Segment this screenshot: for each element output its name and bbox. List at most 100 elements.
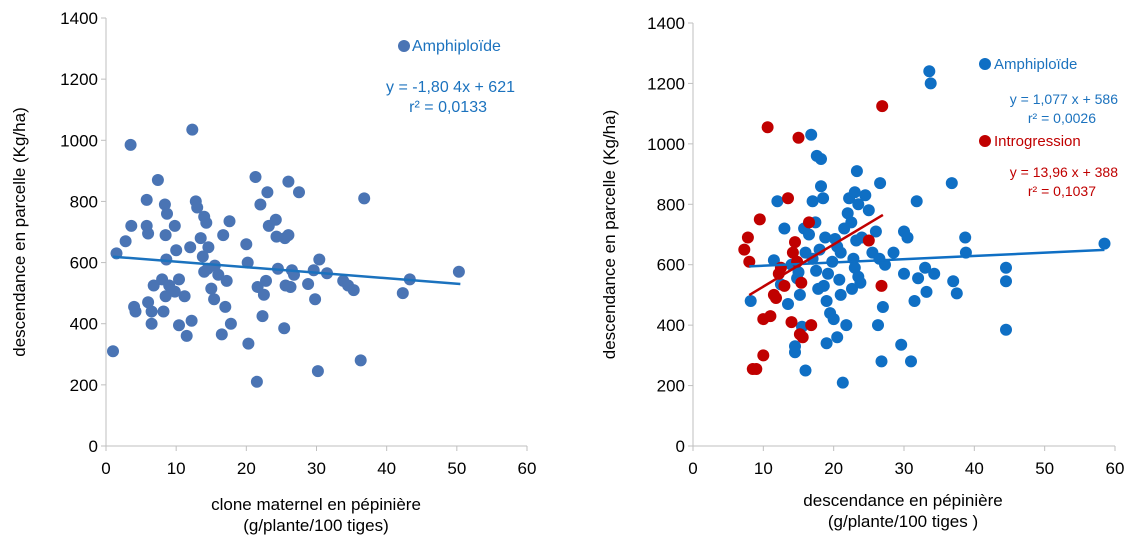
- data-point: [959, 231, 972, 244]
- data-point: [815, 180, 827, 193]
- data-point: [302, 278, 315, 290]
- data-point: [241, 256, 254, 269]
- data-point: [901, 231, 914, 244]
- data-point: [820, 295, 833, 307]
- data-point: [1000, 323, 1012, 336]
- data-point: [813, 243, 826, 256]
- legend-label: Amphiploïde: [994, 56, 1077, 73]
- data-point: [785, 316, 798, 329]
- x-tick-label: 60: [1106, 459, 1125, 478]
- legend-marker: [979, 58, 991, 70]
- series-amphiploïde: [107, 123, 465, 388]
- data-point: [311, 365, 324, 378]
- data-point: [278, 322, 291, 335]
- data-point: [180, 329, 193, 342]
- data-point: [240, 238, 253, 251]
- data-point: [307, 264, 320, 277]
- data-point: [358, 192, 371, 205]
- data-point: [782, 192, 794, 205]
- data-point: [789, 236, 801, 249]
- data-point: [850, 165, 863, 178]
- data-point: [805, 128, 818, 141]
- x-tick-label: 0: [688, 459, 697, 478]
- data-point: [293, 186, 305, 199]
- y-tick-label: 1400: [60, 9, 98, 28]
- data-point: [859, 189, 872, 202]
- data-point: [147, 279, 160, 292]
- data-point: [793, 288, 806, 301]
- data-point: [782, 298, 794, 310]
- data-point: [854, 276, 867, 289]
- x-axis-label-units: (g/plante/100 tiges): [243, 516, 389, 535]
- data-point: [817, 279, 830, 292]
- data-point: [796, 331, 809, 344]
- data-point: [205, 282, 218, 295]
- data-point: [761, 121, 774, 134]
- data-point: [789, 346, 801, 359]
- data-point: [778, 279, 791, 292]
- x-tick-label: 20: [237, 459, 256, 478]
- data-point: [168, 219, 181, 232]
- data-point: [124, 138, 137, 151]
- data-point: [200, 216, 213, 229]
- data-point: [269, 213, 282, 226]
- data-point: [145, 305, 158, 318]
- data-point: [178, 290, 191, 303]
- regression-equation: y = 13,96 x + 388: [1010, 164, 1118, 180]
- data-point: [159, 229, 172, 242]
- data-point: [848, 261, 861, 274]
- data-point: [887, 246, 900, 259]
- data-point: [217, 229, 230, 242]
- data-point: [219, 300, 232, 313]
- data-point: [840, 319, 853, 332]
- data-point: [242, 337, 255, 350]
- data-point: [254, 198, 267, 211]
- data-point: [256, 310, 269, 323]
- x-axis-label: descendance en pépinière: [803, 491, 1002, 510]
- data-point: [836, 376, 849, 389]
- data-point: [757, 349, 770, 362]
- data-point: [764, 310, 777, 323]
- data-point: [196, 250, 209, 263]
- r-squared: r² = 0,0026: [1028, 110, 1096, 126]
- data-point: [744, 295, 757, 307]
- data-point: [282, 175, 295, 188]
- data-point: [792, 266, 805, 279]
- data-point: [160, 253, 173, 266]
- data-point: [799, 364, 812, 377]
- data-point: [803, 216, 815, 229]
- data-point: [250, 375, 263, 388]
- data-point: [834, 288, 847, 301]
- data-point: [815, 153, 827, 165]
- data-point: [159, 290, 172, 303]
- data-point: [819, 231, 832, 244]
- data-point: [284, 281, 297, 293]
- data-point: [817, 192, 830, 205]
- y-tick-label: 200: [657, 377, 685, 396]
- data-point: [129, 305, 142, 318]
- chart-right: 0 200 400 600 800 1000 1200 1400 0 10 20 30 40 50 60 de…: [600, 14, 1124, 531]
- data-point: [875, 279, 888, 292]
- data-point: [912, 272, 925, 285]
- legend-marker: [979, 135, 991, 147]
- data-point: [354, 354, 367, 367]
- data-point: [810, 264, 823, 277]
- r-squared: r² = 0,0133: [409, 99, 487, 116]
- data-point: [910, 195, 923, 208]
- data-point: [923, 65, 936, 78]
- data-point: [313, 253, 326, 266]
- data-point: [125, 219, 138, 232]
- data-point: [786, 246, 799, 259]
- data-point: [191, 201, 204, 214]
- x-tick-label: 20: [824, 459, 843, 478]
- data-point: [107, 345, 119, 358]
- data-point: [778, 222, 791, 235]
- data-point: [261, 186, 274, 199]
- legend-label: Amphiploïde: [412, 38, 501, 55]
- data-point: [249, 171, 262, 183]
- y-tick-label: 400: [70, 315, 98, 334]
- data-point: [920, 285, 933, 298]
- data-point: [833, 273, 846, 286]
- data-point: [347, 284, 360, 297]
